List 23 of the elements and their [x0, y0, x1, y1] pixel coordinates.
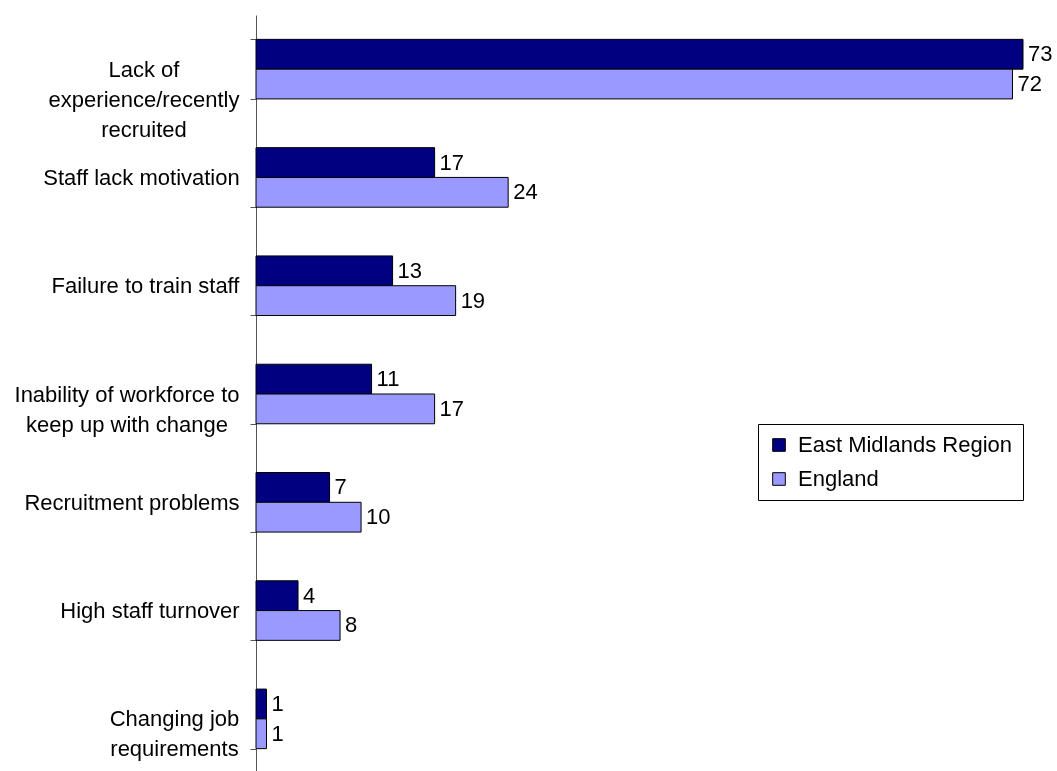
- y-tick-label: Failure to train staff: [51, 273, 241, 299]
- y-tick-label: Recruitment problems: [24, 489, 240, 515]
- legend-label: England: [798, 466, 879, 491]
- data-label: 8: [345, 612, 358, 638]
- data-label: 17: [439, 395, 465, 421]
- y-tick-label: Inability of workforce to keep up with change: [14, 381, 240, 437]
- y-tick-label: High staff turnover: [60, 598, 240, 624]
- data-label: 13: [397, 257, 423, 283]
- data-label: 7: [334, 474, 347, 500]
- data-label: 73: [1028, 41, 1053, 67]
- data-label: 19: [460, 287, 486, 313]
- data-label: 17: [439, 149, 465, 175]
- data-label: 1: [271, 720, 284, 746]
- y-tick-label: Changing job requirements: [109, 706, 240, 762]
- y-tick-label: Staff lack motivation: [43, 164, 240, 190]
- data-label: 4: [303, 582, 316, 608]
- legend-label: East Midlands Region: [798, 432, 1013, 457]
- data-label: 1: [271, 690, 284, 716]
- y-tick-label: Lack of experience/recently recruited: [48, 56, 240, 142]
- data-label: 72: [1017, 71, 1042, 97]
- data-label: 10: [366, 504, 391, 530]
- data-label: 24: [513, 179, 538, 205]
- data-label: 11: [376, 366, 400, 392]
